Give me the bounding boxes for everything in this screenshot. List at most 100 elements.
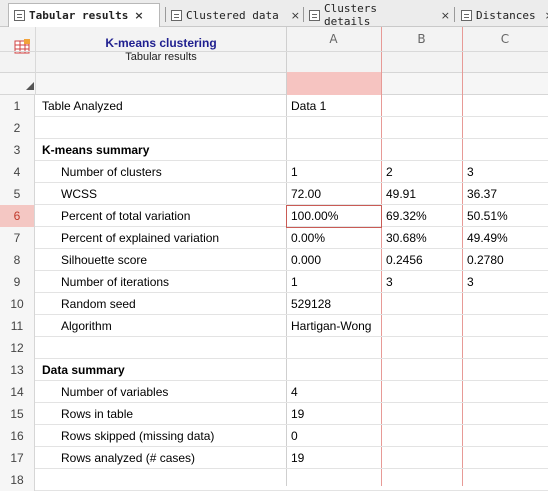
cell-a[interactable]: 0.000 [291, 253, 322, 267]
row-number[interactable]: 10 [0, 293, 35, 315]
table-row: 16 Rows skipped (missing data) 0 [0, 425, 548, 447]
cell-a[interactable]: 0.00% [291, 231, 326, 245]
tab-distances[interactable]: Distances × [456, 3, 548, 27]
row-number[interactable]: 11 [0, 315, 35, 337]
cell-a[interactable]: Data 1 [291, 99, 327, 113]
cell-a[interactable]: 529128 [291, 297, 332, 311]
row-label[interactable]: Rows in table [61, 407, 134, 421]
row-label[interactable]: Data summary [42, 363, 125, 377]
cell-a[interactable]: 19 [291, 451, 305, 465]
table-row: 4 Number of clusters 1 2 3 [0, 161, 548, 183]
cell-a[interactable]: 100.00% [291, 209, 339, 223]
gridline [462, 27, 463, 486]
select-all-corner-icon[interactable] [26, 82, 34, 90]
tab-label: Clustered data [186, 8, 279, 22]
table-row: 8 Silhouette score 0.000 0.2456 0.2780 [0, 249, 548, 271]
table-row: 12 [0, 337, 548, 359]
row-number[interactable]: 13 [0, 359, 35, 381]
tab-clustered-data[interactable]: Clustered data × [166, 3, 302, 27]
cell-b[interactable]: 2 [386, 165, 393, 179]
table-row: 13 Data summary [0, 359, 548, 381]
cell-b[interactable]: 49.91 [386, 187, 417, 201]
tab-bar: Tabular results × Clustered data × Clust… [0, 0, 548, 28]
row-label[interactable]: Number of clusters [61, 165, 162, 179]
table-row: 1 Table Analyzed Data 1 [0, 95, 548, 117]
row-label[interactable]: Number of variables [61, 385, 169, 399]
tab-clusters-details[interactable]: Clusters details × [304, 2, 450, 28]
cell-b[interactable]: 3 [386, 275, 393, 289]
row-number[interactable]: 2 [0, 117, 35, 139]
cell-a[interactable]: 1 [291, 275, 298, 289]
cell-b[interactable]: 69.32% [386, 209, 427, 223]
row-number[interactable]: 15 [0, 403, 35, 425]
close-icon[interactable]: × [290, 8, 300, 22]
cell-c[interactable]: 3 [467, 275, 474, 289]
row-label[interactable]: Silhouette score [61, 253, 148, 267]
column-title-row [0, 72, 548, 95]
row-number[interactable]: 16 [0, 425, 35, 447]
row-label[interactable]: Rows analyzed (# cases) [61, 451, 196, 465]
tab-tabular-results[interactable]: Tabular results × [8, 3, 160, 27]
row-label[interactable]: Algorithm [61, 319, 112, 333]
results-grid: K-means clustering Tabular results A B C… [0, 27, 548, 491]
table-row: 9 Number of iterations 1 3 3 [0, 271, 548, 293]
row-number[interactable]: 5 [0, 183, 35, 205]
row-number[interactable]: 1 [0, 95, 35, 117]
table-row: 14 Number of variables 4 [0, 381, 548, 403]
close-icon[interactable]: × [440, 8, 450, 22]
table-row: 18 [0, 469, 548, 491]
close-icon[interactable]: × [545, 9, 548, 22]
cell-c[interactable]: 49.49% [467, 231, 508, 245]
cell-a[interactable]: 4 [291, 385, 298, 399]
gridline [381, 27, 382, 486]
column-header-b[interactable]: B [417, 32, 426, 46]
row-number[interactable]: 4 [0, 161, 35, 183]
row-label[interactable]: Percent of explained variation [61, 231, 220, 245]
row-label[interactable]: Rows skipped (missing data) [61, 429, 215, 443]
tab-label: Clusters details [324, 2, 377, 28]
results-sheet-icon [14, 10, 25, 21]
close-icon[interactable]: × [134, 9, 144, 22]
results-sheet-icon [171, 9, 182, 21]
row-number[interactable]: 9 [0, 271, 35, 293]
results-sheet-icon [461, 9, 472, 21]
row-number[interactable]: 8 [0, 249, 35, 271]
cell-a[interactable]: Hartigan-Wong [291, 319, 372, 333]
table-row: 17 Rows analyzed (# cases) 19 [0, 447, 548, 469]
row-number[interactable]: 18 [0, 469, 35, 491]
row-label[interactable]: K-means summary [42, 143, 150, 157]
row-label[interactable]: Table Analyzed [42, 99, 123, 113]
row-label[interactable]: Percent of total variation [61, 209, 191, 223]
row-number[interactable]: 3 [0, 139, 35, 161]
sheet-header [0, 27, 548, 72]
cell-a[interactable]: 1 [291, 165, 298, 179]
cell-b[interactable]: 0.2456 [386, 253, 423, 267]
cell-c[interactable]: 0.2780 [467, 253, 504, 267]
analysis-subtitle: Tabular results [125, 51, 197, 63]
cell-c[interactable]: 36.37 [467, 187, 498, 201]
row-label[interactable]: WCSS [61, 187, 97, 201]
selected-cell-outline [286, 205, 382, 228]
row-number[interactable]: 6 [0, 205, 35, 227]
column-header-c[interactable]: C [500, 32, 510, 46]
column-header-a[interactable]: A [329, 32, 338, 46]
row-number[interactable]: 12 [0, 337, 35, 359]
cell-a[interactable]: 0 [291, 429, 298, 443]
gridline [0, 51, 548, 52]
table-row: 10 Random seed 529128 [0, 293, 548, 315]
table-row: 5 WCSS 72.00 49.91 36.37 [0, 183, 548, 205]
gridline [286, 27, 287, 486]
cell-a[interactable]: 72.00 [291, 187, 322, 201]
cell-a[interactable]: 19 [291, 407, 305, 421]
cell-b[interactable]: 30.68% [386, 231, 427, 245]
row-number[interactable]: 7 [0, 227, 35, 249]
tab-separator [454, 7, 455, 22]
cell-c[interactable]: 3 [467, 165, 474, 179]
cell-c[interactable]: 50.51% [467, 209, 508, 223]
table-row: 15 Rows in table 19 [0, 403, 548, 425]
analysis-title: K-means clustering [105, 36, 217, 50]
row-label[interactable]: Random seed [61, 297, 136, 311]
row-label[interactable]: Number of iterations [61, 275, 170, 289]
row-number[interactable]: 17 [0, 447, 35, 469]
row-number[interactable]: 14 [0, 381, 35, 403]
